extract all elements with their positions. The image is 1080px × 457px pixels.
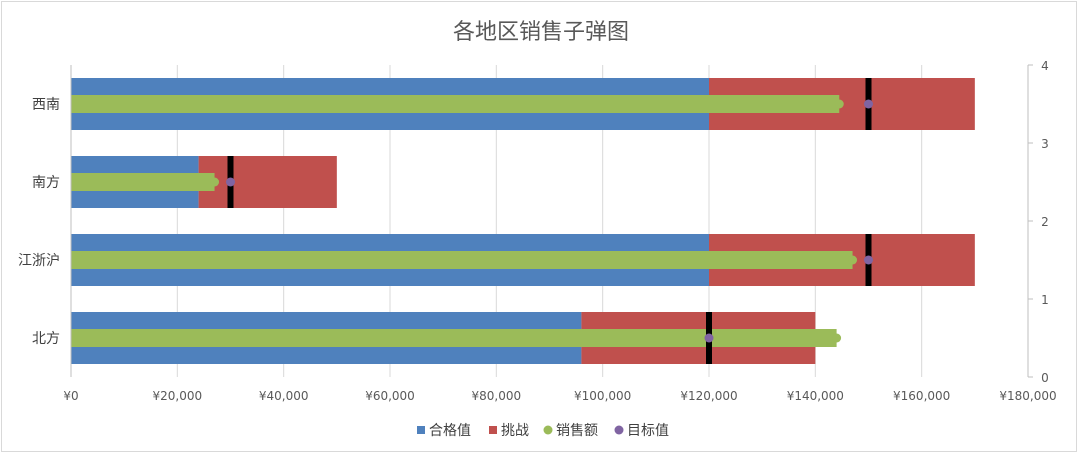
target-marker bbox=[704, 333, 714, 343]
x-tick-label: ¥180,000 bbox=[999, 389, 1056, 403]
x-tick-label: ¥40,000 bbox=[259, 389, 309, 403]
bar-challenge bbox=[198, 156, 337, 208]
legend-marker bbox=[543, 425, 553, 435]
secondary-tick-label: 3 bbox=[1041, 137, 1049, 151]
bar-sales bbox=[71, 329, 837, 347]
legend-marker bbox=[489, 426, 497, 434]
x-tick-label: ¥0 bbox=[63, 389, 78, 403]
target-marker bbox=[864, 255, 873, 265]
target-marker bbox=[864, 99, 873, 109]
bar-sales bbox=[71, 251, 853, 269]
x-tick-label: ¥20,000 bbox=[153, 389, 203, 403]
target-marker bbox=[226, 177, 235, 187]
x-tick-label: ¥60,000 bbox=[365, 389, 415, 403]
secondary-tick-label: 4 bbox=[1041, 59, 1049, 73]
legend-marker bbox=[614, 425, 624, 435]
x-tick-label: ¥80,000 bbox=[472, 389, 522, 403]
axes: ¥0 ¥20,000 ¥40,000 ¥60,000 ¥80,000 ¥100,000 ¥1… bbox=[18, 59, 1057, 403]
y-category-label: 江浙沪 bbox=[18, 253, 60, 269]
legend-label: 销售额 bbox=[556, 423, 598, 439]
legend-label: 目标值 bbox=[627, 423, 669, 439]
legend-label: 合格值 bbox=[429, 423, 471, 439]
legend-marker bbox=[417, 426, 425, 434]
y-category-label: 南方 bbox=[32, 175, 60, 191]
x-tick-label: ¥140,000 bbox=[787, 389, 844, 403]
bars bbox=[71, 78, 975, 364]
sales-marker bbox=[210, 177, 220, 187]
bar-sales bbox=[71, 173, 215, 191]
legend: 合格值 挑战 销售额 目标值 bbox=[417, 423, 669, 439]
y-category-label: 北方 bbox=[32, 331, 60, 347]
sales-marker bbox=[834, 99, 844, 109]
secondary-tick-label: 2 bbox=[1041, 215, 1049, 229]
legend-label: 挑战 bbox=[501, 423, 529, 439]
secondary-tick-label: 0 bbox=[1041, 371, 1049, 385]
sales-marker bbox=[832, 333, 842, 343]
x-tick-label: ¥120,000 bbox=[680, 389, 737, 403]
x-tick-label: ¥160,000 bbox=[893, 389, 950, 403]
bar-sales bbox=[71, 95, 840, 113]
x-tick-label: ¥100,000 bbox=[574, 389, 631, 403]
y-category-label: 西南 bbox=[32, 97, 60, 113]
secondary-tick-label: 1 bbox=[1041, 293, 1049, 307]
sales-marker bbox=[848, 255, 858, 265]
chart-title: 各地区销售子弹图 bbox=[453, 20, 629, 45]
